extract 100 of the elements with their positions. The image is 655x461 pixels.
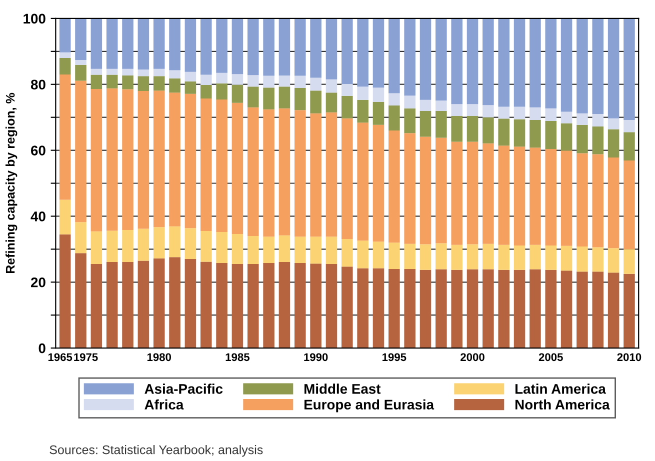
bar bbox=[200, 18, 212, 75]
bar bbox=[624, 18, 635, 120]
y-tick-label: 20 bbox=[30, 277, 46, 288]
bar bbox=[342, 238, 353, 267]
bar bbox=[624, 120, 635, 132]
bar bbox=[138, 70, 150, 76]
bar bbox=[436, 138, 447, 244]
bar bbox=[624, 249, 635, 274]
bar bbox=[482, 143, 494, 244]
bar bbox=[592, 154, 604, 248]
bar bbox=[388, 242, 400, 269]
bar bbox=[138, 260, 150, 348]
bar bbox=[75, 18, 86, 60]
bar bbox=[404, 244, 416, 269]
bar bbox=[466, 18, 478, 104]
bar bbox=[184, 72, 196, 82]
legend-label: Asia-Pacific bbox=[144, 384, 223, 394]
bar bbox=[451, 18, 462, 104]
bar bbox=[90, 231, 102, 264]
bar bbox=[404, 108, 416, 134]
bar bbox=[184, 18, 196, 72]
bar bbox=[420, 100, 432, 112]
bar bbox=[90, 264, 102, 348]
bar bbox=[122, 89, 134, 230]
bar bbox=[169, 226, 180, 258]
bar bbox=[169, 257, 180, 348]
bar bbox=[106, 230, 118, 262]
bar bbox=[263, 18, 274, 76]
bar bbox=[372, 124, 384, 242]
bar bbox=[514, 270, 526, 348]
bar bbox=[545, 246, 557, 270]
bar bbox=[530, 107, 541, 120]
bar bbox=[326, 264, 338, 348]
bar bbox=[608, 272, 620, 348]
bar bbox=[342, 266, 353, 348]
bar bbox=[576, 272, 588, 348]
bar bbox=[357, 86, 368, 100]
bar bbox=[608, 248, 620, 273]
bar bbox=[122, 262, 134, 348]
bar bbox=[624, 132, 635, 161]
bar bbox=[592, 114, 604, 127]
bar bbox=[514, 18, 526, 107]
x-tick-label: 1975 bbox=[74, 353, 98, 362]
bar bbox=[138, 18, 150, 70]
bar bbox=[75, 64, 86, 81]
bar bbox=[372, 18, 384, 88]
bar bbox=[498, 106, 510, 119]
bar bbox=[75, 80, 86, 222]
bar bbox=[388, 130, 400, 243]
bar bbox=[560, 112, 572, 124]
bar bbox=[404, 268, 416, 348]
y-tick-label: 100 bbox=[24, 14, 46, 24]
bar bbox=[420, 270, 432, 348]
bar bbox=[608, 129, 620, 158]
bar bbox=[592, 272, 604, 348]
bar bbox=[310, 113, 322, 237]
bar bbox=[153, 68, 165, 76]
bar bbox=[545, 18, 557, 108]
bar bbox=[592, 126, 604, 154]
bar bbox=[576, 153, 588, 247]
bar bbox=[263, 88, 274, 110]
bar bbox=[466, 269, 478, 348]
x-tick-label: 2000 bbox=[460, 353, 484, 362]
bar bbox=[404, 96, 416, 108]
bar bbox=[342, 18, 353, 84]
bar bbox=[404, 18, 416, 96]
bar bbox=[247, 236, 259, 264]
bar bbox=[451, 104, 462, 116]
bar bbox=[169, 70, 180, 78]
bar bbox=[514, 106, 526, 120]
bar bbox=[326, 92, 338, 112]
bar bbox=[545, 108, 557, 121]
legend-label: North America bbox=[515, 399, 610, 410]
bar bbox=[263, 263, 274, 348]
bar bbox=[530, 269, 541, 348]
bar bbox=[232, 102, 244, 234]
legend-label: Africa bbox=[144, 399, 184, 410]
bar bbox=[608, 158, 620, 248]
bar bbox=[530, 244, 541, 270]
bar bbox=[200, 74, 212, 86]
bar bbox=[498, 146, 510, 245]
bar bbox=[106, 88, 118, 231]
bar bbox=[372, 88, 384, 102]
bar bbox=[122, 18, 134, 69]
bar bbox=[357, 18, 368, 87]
bar bbox=[482, 244, 494, 270]
x-tick-label: 1990 bbox=[304, 353, 328, 362]
bar bbox=[200, 231, 212, 262]
bar bbox=[216, 100, 228, 232]
bar bbox=[216, 232, 228, 264]
bar bbox=[278, 262, 290, 348]
bar bbox=[75, 222, 86, 254]
bar bbox=[263, 236, 274, 264]
bar bbox=[436, 18, 447, 101]
source-note: Sources: Statistical Yearbook; analysis bbox=[50, 445, 263, 457]
bar bbox=[138, 76, 150, 91]
bar bbox=[560, 270, 572, 348]
bar bbox=[59, 18, 71, 52]
bar bbox=[482, 269, 494, 348]
bar bbox=[372, 102, 384, 125]
